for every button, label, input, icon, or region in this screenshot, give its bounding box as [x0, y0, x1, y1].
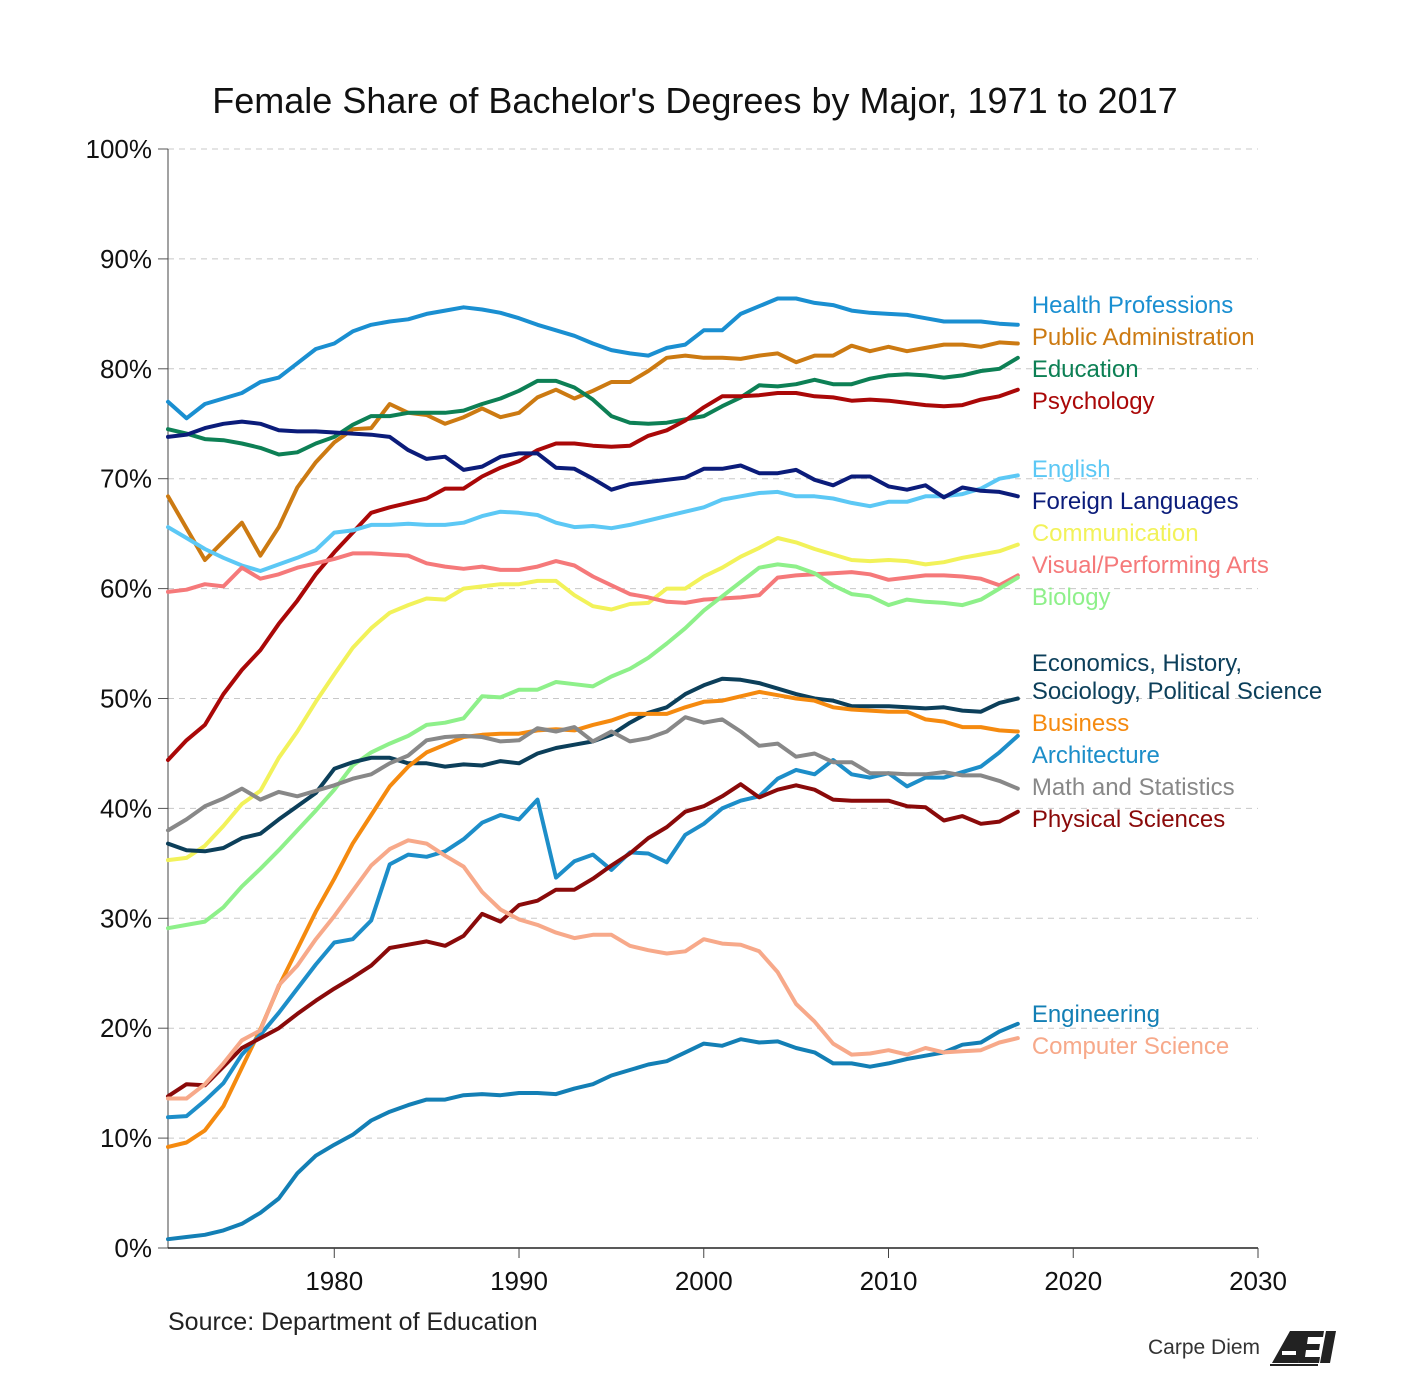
series-line [166, 419, 1020, 500]
y-tick-label: 30% [100, 903, 152, 933]
series-label: Communication [1032, 520, 1199, 547]
x-tick-label: 1980 [305, 1266, 363, 1296]
series-line [166, 340, 1020, 562]
axis-layer: 0% 10% 20% 30% 40% 50% 60% 70% 80% 90% 100% 1980 199… [86, 134, 1287, 1296]
x-tick-label: 2020 [1044, 1266, 1102, 1296]
series-label: Economics, History, Sociology, Political … [1032, 650, 1322, 705]
series-label: Health Professions [1032, 292, 1233, 319]
y-tick-label: 90% [100, 244, 152, 274]
series-line [166, 562, 1020, 931]
series-line [166, 551, 1020, 605]
series-line [166, 536, 1020, 863]
series-line [166, 387, 1020, 762]
series-label: English [1032, 456, 1111, 483]
series-label: Computer Science [1032, 1033, 1229, 1060]
series-label: Physical Sciences [1032, 806, 1225, 833]
series-label: Business [1032, 710, 1129, 737]
series-line [166, 838, 1020, 1101]
x-tick-label: 2010 [860, 1266, 918, 1296]
y-tick-label: 50% [100, 684, 152, 714]
x-tick-label: 2000 [675, 1266, 733, 1296]
series-label: Math and Statistics [1032, 774, 1235, 801]
y-tick-label: 20% [100, 1013, 152, 1043]
aei-logo [1270, 1331, 1336, 1366]
series-line [166, 1021, 1020, 1242]
chart-title: Female Share of Bachelor's Degrees by Ma… [212, 80, 1178, 121]
series-line [166, 355, 1020, 457]
series-label: Visual/Performing Arts [1032, 552, 1269, 579]
series-label: Psychology [1032, 388, 1155, 415]
brand-text: Carpe Diem [1148, 1336, 1261, 1359]
y-tick-label: 10% [100, 1123, 152, 1153]
series-line [166, 689, 1020, 1149]
series-label: Education [1032, 356, 1139, 383]
series-label: Public Administration [1032, 324, 1255, 351]
x-tick-label: 1990 [490, 1266, 548, 1296]
series-line [166, 733, 1020, 1120]
y-tick-label: 100% [86, 134, 153, 164]
source-note: Source: Department of Education [168, 1308, 538, 1336]
y-tick-label: 40% [100, 793, 152, 823]
series-label: Foreign Languages [1032, 488, 1239, 515]
series-line [166, 715, 1020, 833]
y-tick-label: 60% [100, 574, 152, 604]
series-line [166, 473, 1020, 573]
series-label: Engineering [1032, 1001, 1160, 1028]
series-label-layer: Health Professions Public Administration E… [1032, 292, 1322, 1060]
y-tick-label: 0% [114, 1233, 152, 1263]
y-tick-label: 70% [100, 464, 152, 494]
y-tick-label: 80% [100, 354, 152, 384]
series-line [166, 296, 1020, 421]
series-layer [166, 296, 1020, 1242]
x-tick-label: 2030 [1229, 1266, 1287, 1296]
series-line [166, 676, 1020, 854]
series-line [166, 782, 1020, 1099]
series-label: Architecture [1032, 742, 1160, 769]
series-label: Biology [1032, 584, 1111, 611]
